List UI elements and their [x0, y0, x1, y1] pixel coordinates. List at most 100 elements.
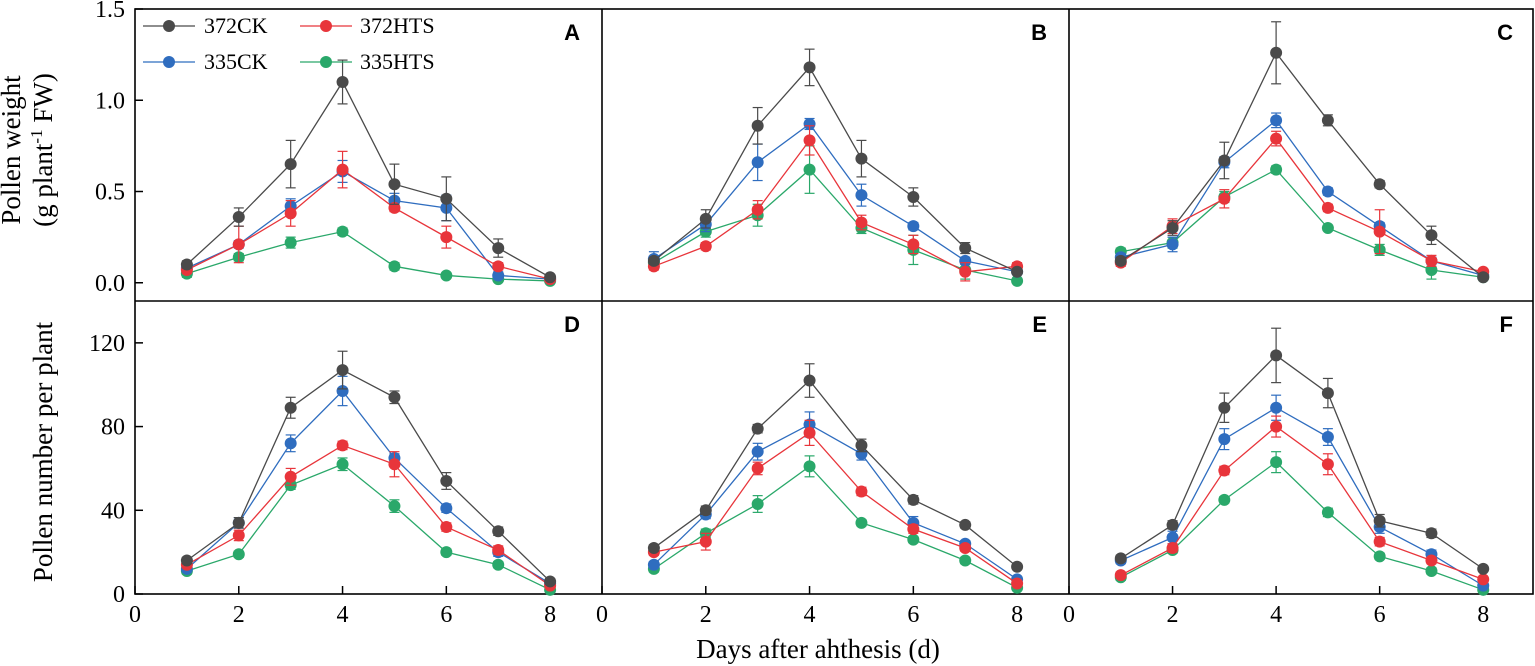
data-point [1166, 531, 1179, 544]
data-point [1218, 154, 1231, 167]
ytick-label: 80 [101, 415, 125, 441]
panel-label-A: A [564, 20, 580, 45]
data-point [492, 544, 505, 557]
panel-E: E 0 2 4 6 8 [596, 312, 1047, 628]
data-point [232, 516, 245, 529]
data-point [647, 541, 660, 554]
data-point [1166, 541, 1179, 554]
ytick-label: 40 [101, 498, 125, 524]
x-axis-title: Days after ahthesis (d) [696, 634, 940, 664]
data-point [544, 575, 557, 588]
data-point [647, 558, 660, 571]
data-point [907, 238, 920, 251]
data-point [1166, 222, 1179, 234]
data-point [1114, 569, 1127, 582]
ytick-label: 0.5 [95, 180, 125, 206]
series-line [653, 66, 1018, 273]
panel-label-E: E [1032, 312, 1047, 337]
data-point [1425, 263, 1438, 276]
series-372CK-D [180, 350, 557, 588]
data-point [1218, 192, 1231, 205]
xtick-label: 2 [233, 602, 245, 628]
legend-label-372CK: 372CK [204, 13, 268, 38]
data-point [803, 134, 816, 147]
data-point [336, 163, 349, 176]
xtick-label: 4 [804, 602, 816, 628]
data-point [699, 240, 712, 253]
data-point [1425, 254, 1438, 267]
series-line [653, 123, 1018, 273]
data-point [803, 61, 816, 74]
data-point [1321, 185, 1334, 198]
data-point [1011, 265, 1024, 278]
data-point [1166, 518, 1179, 531]
y-axis-title-top-unit-post: FW) [28, 73, 58, 129]
xtick-label: 4 [337, 602, 349, 628]
data-point [907, 533, 920, 546]
data-point [336, 439, 349, 452]
data-point [1011, 577, 1024, 590]
data-point [1166, 238, 1179, 251]
data-point [751, 422, 764, 435]
data-point [336, 384, 349, 397]
legend-marker-335CK [163, 56, 175, 68]
xtick-label: 6 [440, 602, 452, 628]
series-372CK-C [1114, 21, 1490, 284]
data-point [1425, 554, 1438, 567]
data-point [855, 447, 868, 460]
data-point [1321, 201, 1334, 214]
data-point [1373, 178, 1386, 191]
data-point [1321, 387, 1334, 400]
data-point [1270, 456, 1283, 469]
data-point [803, 426, 816, 439]
xtick-label: 0 [596, 602, 608, 628]
ytick-label: 0.0 [95, 271, 125, 297]
data-point [803, 163, 816, 176]
series-line [653, 139, 1018, 273]
data-point [336, 458, 349, 471]
data-point [232, 529, 245, 542]
series-line [186, 170, 551, 280]
xtick-label: 0 [1063, 602, 1075, 628]
data-point [959, 541, 972, 554]
y-axis-title-top-line1: Pollen weight [0, 75, 26, 225]
data-point [699, 212, 712, 225]
data-point [1270, 420, 1283, 433]
data-point [284, 158, 297, 171]
data-point [907, 190, 920, 203]
data-point [855, 216, 868, 229]
data-point [388, 458, 401, 471]
xtick-label: 4 [1270, 602, 1282, 628]
series-372HTS-C [1114, 130, 1490, 278]
legend-entry-335HTS: 335HTS [300, 49, 435, 74]
data-point [1114, 254, 1127, 267]
series-line [186, 168, 551, 280]
data-point [284, 236, 297, 249]
series-line [186, 230, 551, 282]
data-point [751, 498, 764, 511]
legend-entry-335CK: 335CK [143, 49, 268, 74]
data-point [492, 260, 505, 273]
data-point [1477, 573, 1490, 586]
data-point [1373, 225, 1386, 238]
data-point [855, 152, 868, 165]
data-point [336, 225, 349, 238]
series-line [1120, 137, 1484, 273]
data-point [1270, 114, 1283, 127]
legend-entry-372HTS: 372HTS [300, 13, 435, 38]
xtick-label: 8 [1477, 602, 1489, 628]
data-point [1270, 163, 1283, 176]
data-point [388, 391, 401, 404]
ytick-label: 120 [89, 331, 125, 357]
panel-label-B: B [1031, 20, 1047, 45]
series-372HTS-F [1114, 415, 1490, 586]
data-point [699, 504, 712, 517]
data-point [1425, 564, 1438, 577]
data-point [1321, 222, 1334, 234]
data-point [440, 546, 453, 559]
data-point [803, 117, 816, 130]
data-point [180, 258, 193, 271]
panel-C: C [1114, 20, 1513, 284]
data-point [1218, 401, 1231, 414]
